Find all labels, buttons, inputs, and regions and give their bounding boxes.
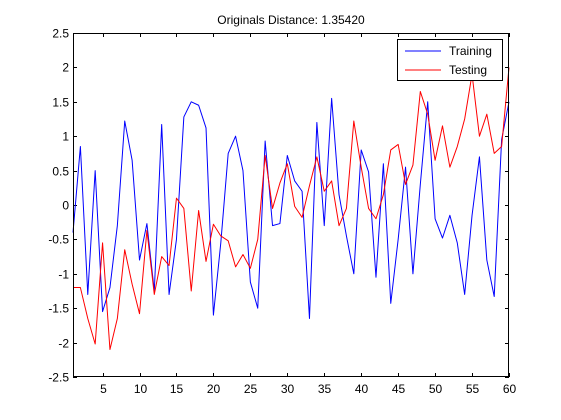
legend-label-testing: Testing <box>449 63 487 77</box>
x-tick-label: 45 <box>392 382 406 396</box>
chart-title: Originals Distance: 1.35420 <box>217 13 365 27</box>
x-tick-label: 40 <box>355 382 369 396</box>
x-tick-label: 55 <box>466 382 480 396</box>
y-tick-label: -1 <box>58 268 69 282</box>
y-tick-label: -1.5 <box>48 302 69 316</box>
legend[interactable]: Training Testing <box>398 40 503 81</box>
x-tick-label: 5 <box>100 382 107 396</box>
y-tick-label: 1 <box>62 130 69 144</box>
x-tick-label: 15 <box>170 382 184 396</box>
x-tick-label: 60 <box>503 382 517 396</box>
x-tick-label: 20 <box>207 382 221 396</box>
x-tick-label: 50 <box>429 382 443 396</box>
y-tick-label: 2 <box>62 61 69 75</box>
x-tick-label: 35 <box>318 382 332 396</box>
y-tick-label: 2.5 <box>52 27 69 41</box>
x-tick-label: 25 <box>244 382 258 396</box>
y-tick-label: -2 <box>58 337 69 351</box>
y-tick-label: -0.5 <box>48 233 69 247</box>
x-tick-label: 30 <box>281 382 295 396</box>
y-tick-label: 0.5 <box>52 165 69 179</box>
y-tick-label: 1.5 <box>52 96 69 110</box>
x-tick-label: 10 <box>134 382 148 396</box>
plot-area <box>73 33 509 377</box>
legend-label-training: Training <box>449 44 492 58</box>
y-tick-label: 0 <box>62 199 69 213</box>
y-tick-label: -2.5 <box>48 371 69 385</box>
